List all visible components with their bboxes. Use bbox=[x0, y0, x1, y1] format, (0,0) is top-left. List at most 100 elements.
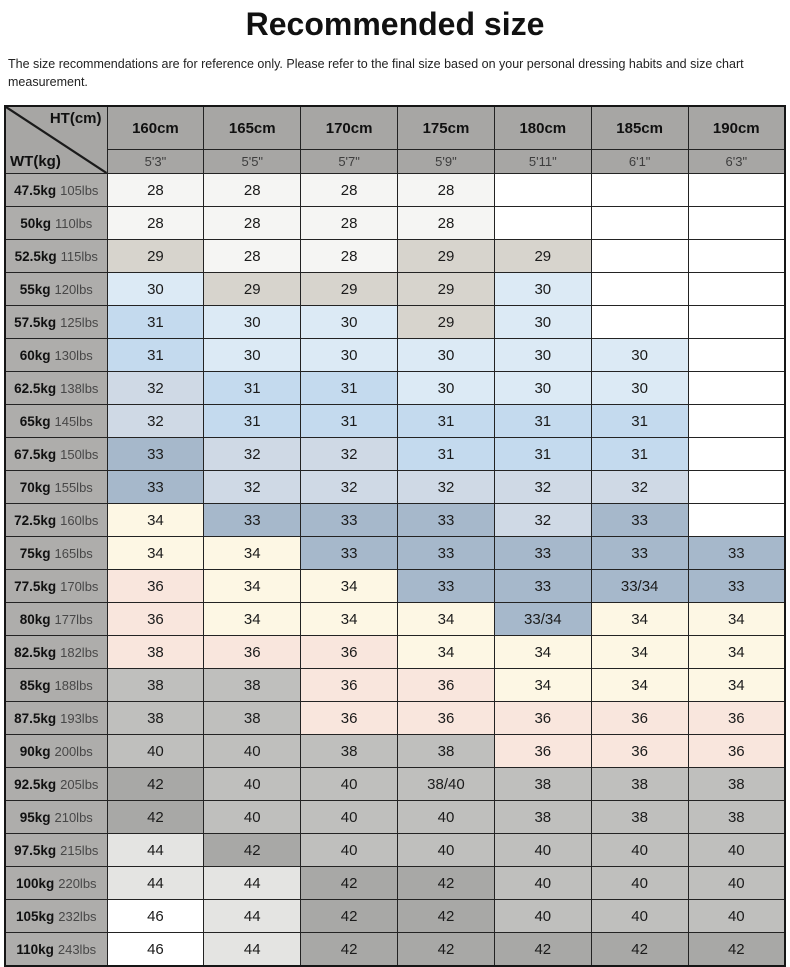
table-row: 85kg 188lbs 38 38 36 36 34 34 34 bbox=[4, 668, 786, 703]
size-cell: 44 bbox=[203, 899, 302, 934]
size-cell: 28 bbox=[203, 239, 302, 274]
size-cell: 36 bbox=[300, 701, 399, 736]
weight-kg-label: 92.5kg bbox=[14, 776, 57, 792]
size-cell: 30 bbox=[590, 338, 689, 373]
table-row: 47.5kg 105lbs 28 28 28 28 bbox=[4, 173, 786, 208]
weight-kg-label: 75kg bbox=[19, 545, 51, 561]
weight-lbs-label: 210lbs bbox=[54, 809, 93, 825]
size-cell: 40 bbox=[300, 800, 399, 835]
size-cell: 40 bbox=[590, 899, 689, 934]
size-cell: 38 bbox=[106, 668, 205, 703]
size-cell: 28 bbox=[106, 173, 205, 208]
size-cell: 36 bbox=[590, 701, 689, 736]
empty-cell bbox=[687, 404, 786, 439]
size-cell: 33 bbox=[300, 503, 399, 538]
size-cell: 42 bbox=[687, 932, 786, 967]
row-label: 75kg 165lbs bbox=[4, 536, 108, 571]
size-cell: 34 bbox=[203, 602, 302, 637]
size-cell: 36 bbox=[397, 668, 495, 703]
weight-lbs-label: 170lbs bbox=[60, 578, 99, 594]
empty-cell bbox=[687, 272, 786, 307]
size-cell: 28 bbox=[300, 173, 399, 208]
size-cell: 46 bbox=[106, 932, 205, 967]
size-cell: 36 bbox=[687, 701, 786, 736]
size-cell: 29 bbox=[300, 272, 399, 307]
size-cell: 34 bbox=[590, 602, 689, 637]
size-cell: 30 bbox=[493, 272, 592, 307]
size-cell: 44 bbox=[106, 833, 205, 868]
size-cell: 38 bbox=[493, 800, 592, 835]
size-cell: 40 bbox=[397, 833, 495, 868]
size-cell: 42 bbox=[300, 866, 399, 901]
size-cell: 28 bbox=[397, 173, 495, 208]
col-header-165cm: 165cm bbox=[203, 105, 302, 151]
table-row: 92.5kg 205lbs 42 40 40 38/40 38 38 38 bbox=[4, 767, 786, 802]
size-cell: 33 bbox=[493, 536, 592, 571]
size-cell: 40 bbox=[203, 800, 302, 835]
weight-lbs-label: 232lbs bbox=[58, 908, 97, 924]
size-cell: 36 bbox=[106, 602, 205, 637]
corner-cell: HT(cm) WT(kg) bbox=[4, 105, 108, 175]
row-label: 85kg 188lbs bbox=[4, 668, 108, 703]
weight-kg-label: 60kg bbox=[19, 347, 51, 363]
weight-kg-label: 65kg bbox=[19, 413, 51, 429]
weight-lbs-label: 145lbs bbox=[54, 413, 93, 429]
size-chart-page: Recommended size The size recommendation… bbox=[0, 6, 790, 967]
corner-wt-label: WT(kg) bbox=[10, 153, 61, 171]
size-cell: 42 bbox=[106, 800, 205, 835]
size-cell: 34 bbox=[590, 668, 689, 703]
size-cell: 38 bbox=[687, 800, 786, 835]
table-row: 72.5kg 160lbs 34 33 33 33 32 33 bbox=[4, 503, 786, 538]
table-header: HT(cm) WT(kg) 160cm 165cm 170cm 175cm 180cm 1… bbox=[4, 105, 786, 175]
size-cell: 42 bbox=[397, 899, 495, 934]
row-label: 47.5kg 105lbs bbox=[4, 173, 108, 208]
weight-kg-label: 105kg bbox=[15, 908, 55, 924]
size-cell: 38 bbox=[203, 701, 302, 736]
col-subheader-180cm: 5'11" bbox=[493, 149, 592, 175]
table-row: 80kg 177lbs 36 34 34 34 33/34 34 34 bbox=[4, 602, 786, 637]
weight-kg-label: 85kg bbox=[19, 677, 51, 693]
size-cell: 42 bbox=[203, 833, 302, 868]
row-label: 65kg 145lbs bbox=[4, 404, 108, 439]
row-label: 77.5kg 170lbs bbox=[4, 569, 108, 604]
size-cell: 34 bbox=[493, 635, 592, 670]
table-row: 52.5kg 115lbs 29 28 28 29 29 bbox=[4, 239, 786, 274]
size-cell: 31 bbox=[203, 404, 302, 439]
size-cell: 32 bbox=[203, 437, 302, 472]
row-label: 87.5kg 193lbs bbox=[4, 701, 108, 736]
size-cell: 34 bbox=[203, 536, 302, 571]
table-row: 77.5kg 170lbs 36 34 34 33 33 33/34 33 bbox=[4, 569, 786, 604]
size-cell: 40 bbox=[687, 833, 786, 868]
weight-lbs-label: 220lbs bbox=[58, 875, 97, 891]
size-cell: 33 bbox=[397, 536, 495, 571]
size-cell: 28 bbox=[203, 206, 302, 241]
weight-kg-label: 100kg bbox=[15, 875, 55, 891]
table-row: 65kg 145lbs 32 31 31 31 31 31 bbox=[4, 404, 786, 439]
weight-lbs-label: 120lbs bbox=[54, 281, 93, 297]
size-cell: 29 bbox=[397, 272, 495, 307]
size-cell: 36 bbox=[493, 701, 592, 736]
weight-kg-label: 77.5kg bbox=[14, 578, 57, 594]
size-cell: 33/34 bbox=[493, 602, 592, 637]
table-row: 57.5kg 125lbs 31 30 30 29 30 bbox=[4, 305, 786, 340]
weight-kg-label: 47.5kg bbox=[14, 182, 57, 198]
size-cell: 29 bbox=[203, 272, 302, 307]
weight-kg-label: 80kg bbox=[19, 611, 51, 627]
size-cell: 42 bbox=[397, 932, 495, 967]
row-label: 80kg 177lbs bbox=[4, 602, 108, 637]
size-cell: 40 bbox=[397, 800, 495, 835]
weight-kg-label: 97.5kg bbox=[14, 842, 57, 858]
size-cell: 34 bbox=[397, 602, 495, 637]
size-cell: 38 bbox=[203, 668, 302, 703]
size-cell: 31 bbox=[590, 404, 689, 439]
size-cell: 31 bbox=[397, 437, 495, 472]
size-cell: 38 bbox=[590, 800, 689, 835]
size-cell: 40 bbox=[300, 767, 399, 802]
weight-lbs-label: 165lbs bbox=[54, 545, 93, 561]
empty-cell bbox=[687, 173, 786, 208]
size-cell: 29 bbox=[397, 305, 495, 340]
col-header-170cm: 170cm bbox=[300, 105, 399, 151]
size-cell: 40 bbox=[687, 899, 786, 934]
col-subheader-170cm: 5'7" bbox=[300, 149, 399, 175]
size-cell: 33 bbox=[493, 569, 592, 604]
